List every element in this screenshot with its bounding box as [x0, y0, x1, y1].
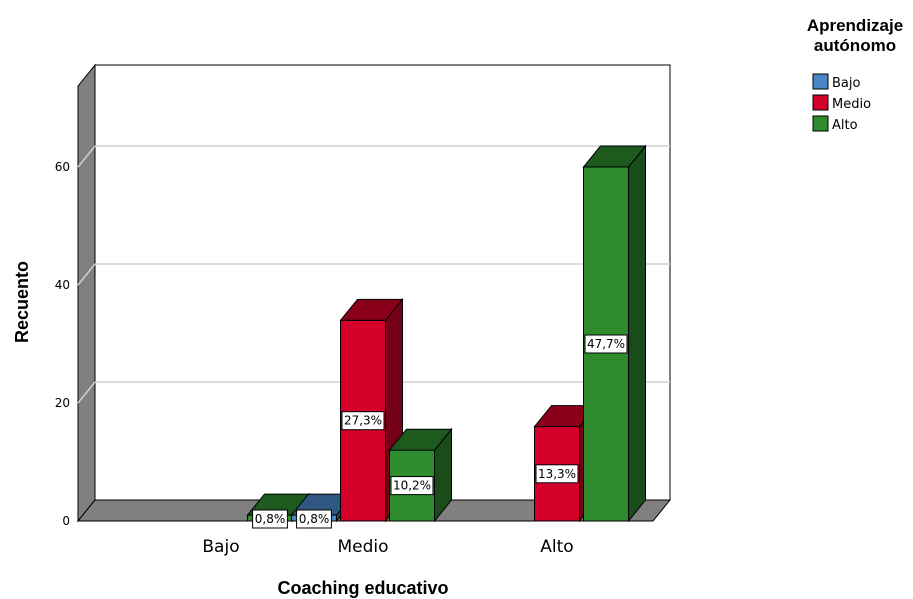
x-axis-categories: Bajo Medio Alto — [202, 537, 573, 557]
legend-title-line-1: Aprendizaje — [807, 16, 903, 35]
y-tick-label: 20 — [55, 396, 70, 410]
y-axis-ticks: 0 20 40 60 — [55, 160, 70, 528]
data-label-text: 47,7% — [587, 337, 625, 351]
data-label-box — [296, 509, 332, 529]
data-label: 13,3% — [535, 464, 579, 484]
y-tick-label: 40 — [55, 278, 70, 292]
data-labels: 0,8% 0,8% 27,3% 10,2% 13,3% 47,7% — [252, 334, 628, 529]
y-tick-label: 60 — [55, 160, 70, 174]
x-category-label: Bajo — [202, 537, 239, 557]
legend-title-line-2: autónomo — [814, 36, 896, 55]
legend-label: Bajo — [832, 76, 860, 91]
bar-alto-alto — [582, 144, 647, 523]
data-label-text: 0,8% — [299, 512, 330, 526]
legend-swatch — [812, 94, 829, 111]
legend-item-medio: Medio — [812, 94, 871, 112]
legend-swatch — [812, 73, 829, 90]
data-label-box — [584, 334, 628, 354]
data-label: 47,7% — [584, 334, 628, 354]
legend-label: Alto — [832, 118, 858, 133]
gridline-side — [77, 263, 96, 286]
gridline-side — [77, 381, 96, 404]
x-category-label: Alto — [540, 537, 573, 557]
legend-label: Medio — [832, 97, 871, 112]
data-label-text: 10,2% — [393, 479, 431, 493]
data-label-text: 27,3% — [344, 414, 382, 428]
data-label-box — [535, 464, 579, 484]
gridline-side — [77, 145, 96, 168]
data-label-box — [252, 509, 288, 529]
data-label-box — [390, 476, 434, 496]
data-label: 0,8% — [296, 509, 332, 529]
x-axis-title: Coaching educativo — [277, 578, 448, 598]
bar-alto-medio — [388, 427, 453, 523]
legend-item-bajo: Bajo — [812, 73, 860, 91]
gridlines — [77, 145, 670, 404]
data-label-text: 0,8% — [255, 512, 286, 526]
data-label: 27,3% — [341, 411, 385, 431]
legend: Aprendizaje autónomo Bajo Medio Alto — [807, 16, 903, 133]
data-label-text: 13,3% — [538, 467, 576, 481]
y-tick-label: 0 — [62, 514, 70, 528]
legend-item-alto: Alto — [812, 115, 858, 133]
legend-swatch — [812, 115, 829, 132]
left-wall — [77, 63, 96, 523]
bar-side — [628, 144, 646, 523]
data-label: 0,8% — [252, 509, 288, 529]
x-category-label: Medio — [337, 537, 388, 557]
data-label-box — [341, 411, 385, 431]
y-axis-title: Recuento — [12, 261, 32, 343]
data-label: 10,2% — [390, 476, 434, 496]
